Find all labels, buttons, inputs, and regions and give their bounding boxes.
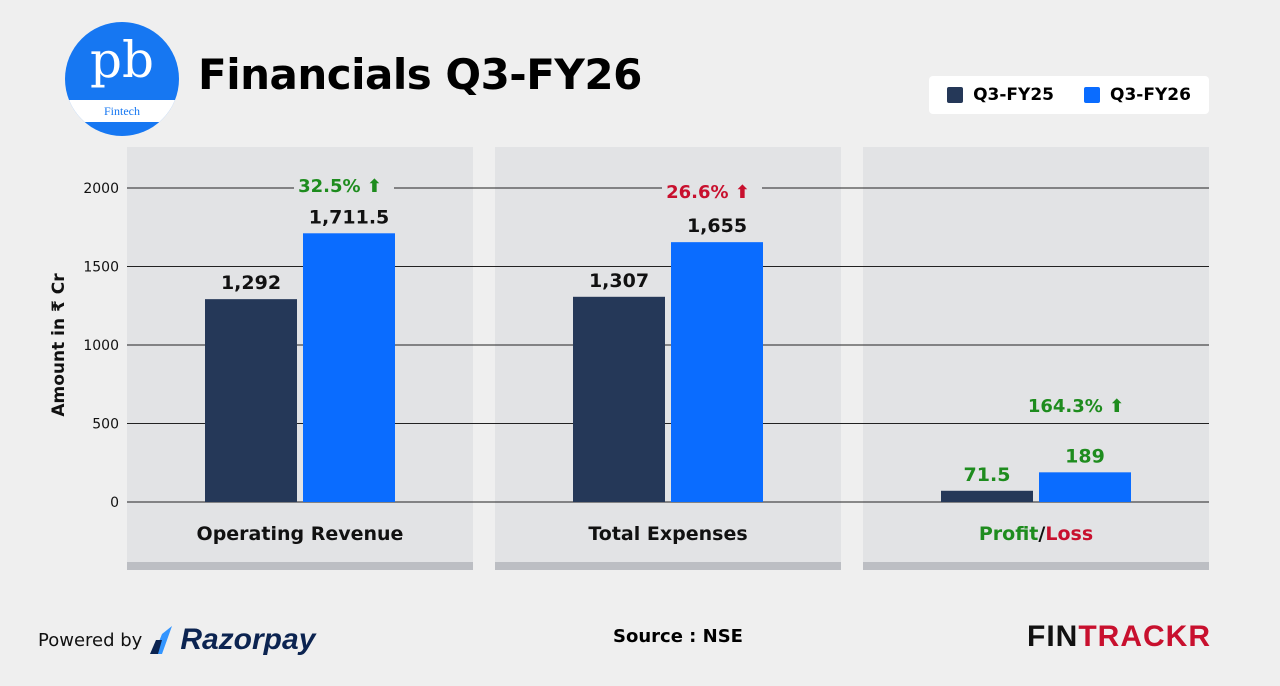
panel-bg (863, 147, 1209, 570)
source-note: Source : NSE (613, 626, 743, 647)
bar-q3-fy25 (573, 296, 665, 502)
logo-text: pb (89, 31, 154, 89)
growth-label-bg (294, 172, 394, 198)
bar-q3-fy25 (941, 490, 1033, 502)
legend-label: Q3-FY26 (1110, 85, 1191, 105)
growth-label: 32.5% ⬆ (298, 176, 382, 197)
fintrackr-a: FIN (1027, 620, 1079, 653)
legend-swatch (947, 87, 964, 103)
data-label: 1,307 (589, 270, 649, 292)
logo-subtext: Fintech (65, 100, 179, 122)
y-tick-label: 1000 (83, 338, 119, 354)
legend-item-q3-fy25: Q3-FY25 (947, 85, 1054, 105)
panel-bg (127, 147, 473, 570)
y-axis-label: Amount in ₹ Cr (49, 273, 69, 417)
legend: Q3-FY25 Q3-FY26 (929, 76, 1209, 114)
data-label: 71.5 (964, 464, 1011, 486)
razorpay-brand: Razorpay (180, 623, 316, 656)
data-label: 189 (1065, 445, 1105, 467)
powered-by-text: Powered by (38, 629, 143, 651)
pb-fintech-logo: pb Fintech (65, 22, 179, 136)
bar-q3-fy26 (1039, 472, 1131, 502)
bar-q3-fy25 (205, 299, 297, 502)
panel-base (495, 562, 841, 570)
legend-swatch (1084, 87, 1100, 103)
category-label: Total Expenses (588, 523, 747, 545)
powered-by: Powered by Razorpay (38, 623, 315, 657)
growth-label-bg (662, 178, 762, 204)
category-label: Operating Revenue (197, 523, 404, 545)
bar-q3-fy26 (303, 233, 395, 502)
bar-q3-fy26 (671, 242, 763, 503)
y-tick-label: 500 (92, 417, 119, 433)
legend-label: Q3-FY25 (973, 85, 1054, 105)
fintrackr-b: TRACKR (1078, 620, 1211, 653)
legend-item-q3-fy26: Q3-FY26 (1084, 85, 1191, 105)
category-label-part: / (1038, 523, 1045, 545)
data-label: 1,292 (221, 272, 281, 294)
razorpay-logo-icon (150, 626, 173, 654)
category-label: Profit/Loss (979, 523, 1093, 545)
category-label-part: Loss (1045, 523, 1093, 545)
category-label-part: Profit (979, 523, 1039, 545)
y-tick-label: 0 (110, 495, 119, 511)
growth-label: 26.6% ⬆ (666, 182, 750, 203)
panel-base (863, 562, 1209, 570)
growth-label: 164.3% ⬆ (1028, 396, 1124, 417)
y-tick-label: 2000 (83, 181, 119, 197)
data-label: 1,711.5 (309, 206, 390, 228)
panel-base (127, 562, 473, 570)
fintrackr-logo: FINTRACKR (1027, 620, 1211, 654)
data-label: 1,655 (687, 215, 747, 237)
panel-bg (495, 147, 841, 570)
y-tick-label: 1500 (83, 260, 119, 276)
page-title: Financials Q3-FY26 (198, 50, 642, 99)
